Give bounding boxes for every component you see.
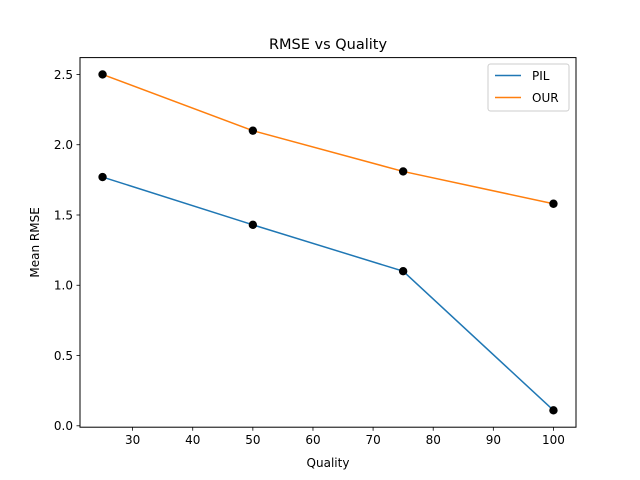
data-point-our (98, 70, 107, 79)
series-line-our (102, 73, 554, 205)
y-tick-label: 2.0 (54, 138, 73, 152)
y-tick-label: 0.0 (54, 419, 73, 433)
y-tick-label: 0.5 (54, 349, 73, 363)
plot-frame (79, 57, 577, 428)
x-tick-label: 40 (185, 433, 200, 447)
axis-ticks: 30 40 50 60 70 80 90 100 0.0 0.5 1.0 1.5 2.0 2.5 (54, 68, 565, 447)
x-tick-label: 50 (245, 433, 260, 447)
x-axis-title: Quality (307, 456, 350, 470)
x-tick-label: 70 (365, 433, 380, 447)
data-point-our (398, 167, 408, 176)
data-point-our (549, 199, 558, 208)
legend-label-our: OUR (532, 91, 559, 105)
plot-content (98, 70, 558, 415)
x-tick-label: 100 (542, 433, 565, 447)
chart-title: RMSE vs Quality (269, 37, 388, 53)
y-axis-title: Mean RMSE (28, 207, 42, 277)
data-point-pil (549, 406, 558, 415)
x-tick-label: 90 (486, 433, 501, 447)
data-point-pil (98, 172, 107, 182)
y-tick-label: 2.5 (54, 68, 73, 82)
legend-label-pil: PIL (532, 69, 550, 83)
x-tick-label: 60 (305, 433, 320, 447)
legend: PIL OUR (487, 63, 570, 112)
y-tick-label: 1.5 (54, 208, 73, 222)
x-tick-label: 30 (125, 433, 140, 447)
data-point-pil (248, 220, 258, 230)
x-tick-label: 80 (426, 433, 441, 447)
data-point-pil (398, 267, 408, 276)
y-tick-label: 1.0 (54, 279, 73, 293)
data-point-our (248, 126, 258, 135)
series-line-pil (102, 176, 554, 411)
